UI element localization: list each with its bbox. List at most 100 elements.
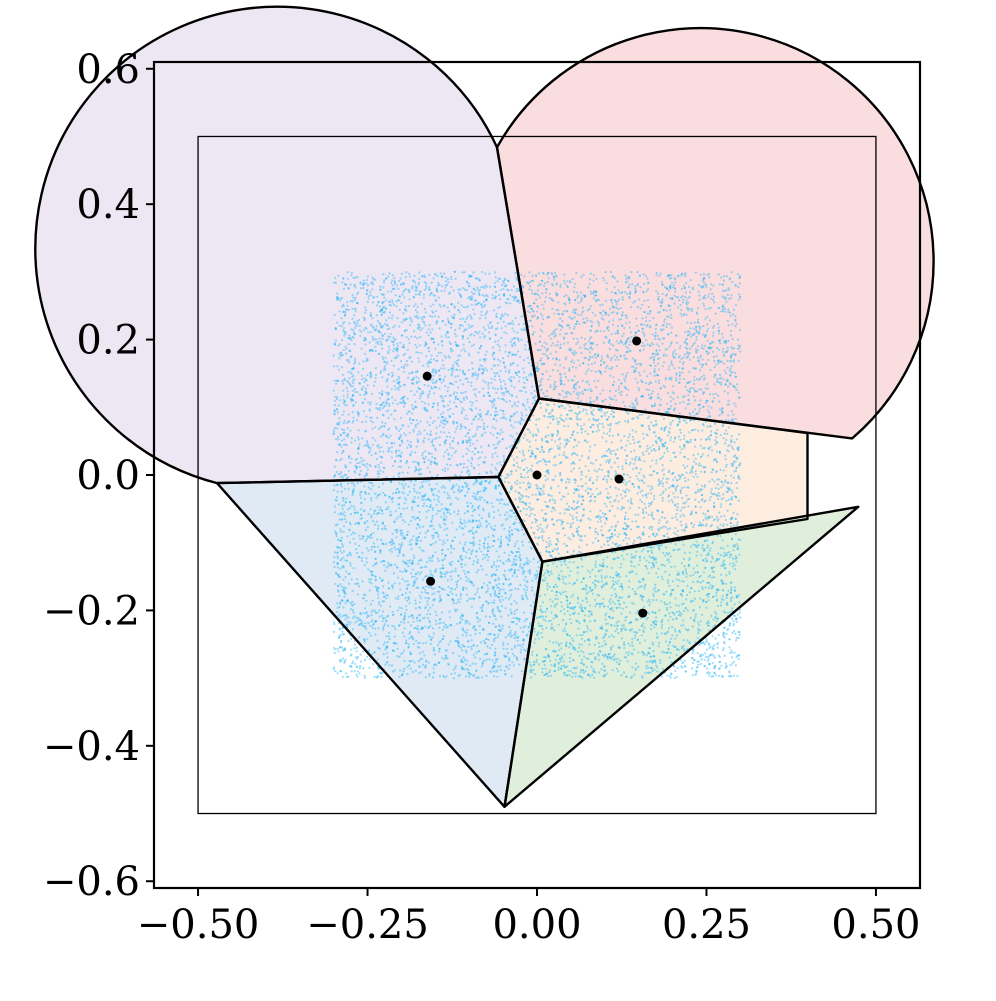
sample-point xyxy=(393,357,396,360)
sample-point xyxy=(514,527,517,530)
sample-point xyxy=(553,662,556,666)
sample-point xyxy=(503,365,506,368)
sample-point xyxy=(602,565,605,568)
sample-point xyxy=(557,540,560,543)
sample-point xyxy=(641,599,644,602)
sample-point xyxy=(441,508,444,511)
sample-point xyxy=(704,557,707,560)
sample-point xyxy=(362,385,365,388)
sample-point xyxy=(603,655,606,658)
sample-point xyxy=(408,615,411,618)
sample-point xyxy=(502,641,505,644)
sample-point xyxy=(577,301,580,304)
sample-point xyxy=(667,644,670,647)
sample-point xyxy=(411,407,414,410)
sample-point xyxy=(553,278,556,281)
sample-point xyxy=(691,674,694,677)
sample-point xyxy=(600,468,604,471)
sample-point xyxy=(728,624,731,627)
sample-point xyxy=(404,570,407,573)
sample-point xyxy=(541,377,544,380)
sample-point xyxy=(704,540,707,543)
sample-point xyxy=(596,424,599,427)
sample-point xyxy=(503,669,506,672)
sample-point xyxy=(688,295,691,298)
sample-point xyxy=(634,359,637,362)
sample-point xyxy=(540,509,544,512)
sample-point xyxy=(396,386,400,389)
sample-point xyxy=(649,357,652,360)
sample-point xyxy=(568,391,571,394)
sample-point xyxy=(547,537,551,540)
sample-point xyxy=(449,571,452,574)
sample-point xyxy=(564,630,567,633)
sample-point xyxy=(407,646,410,649)
sample-point xyxy=(530,676,533,679)
sample-point xyxy=(624,515,627,518)
sample-point xyxy=(378,352,381,355)
sample-point xyxy=(412,584,415,588)
sample-point xyxy=(432,667,435,670)
sample-point xyxy=(408,431,411,434)
sample-point xyxy=(532,531,535,535)
sample-point xyxy=(465,668,469,671)
sample-point xyxy=(709,306,712,310)
sample-point xyxy=(636,536,639,539)
sample-point xyxy=(592,423,595,426)
sample-point xyxy=(580,580,583,584)
sample-point xyxy=(428,483,431,486)
sample-point xyxy=(561,495,565,498)
sample-point xyxy=(698,521,701,524)
sample-point xyxy=(396,528,399,531)
sample-point xyxy=(435,386,438,389)
sample-point xyxy=(408,342,411,345)
sample-point xyxy=(413,580,416,583)
sample-point xyxy=(466,337,469,340)
sample-point xyxy=(367,331,370,334)
sample-point xyxy=(534,573,537,576)
sample-point xyxy=(613,461,616,464)
sample-point xyxy=(475,331,478,334)
sample-point xyxy=(637,371,641,374)
sample-point xyxy=(617,544,620,547)
sample-point xyxy=(497,596,500,599)
sample-point xyxy=(361,551,364,555)
sample-point xyxy=(462,397,465,400)
sample-point xyxy=(512,323,515,326)
sample-point xyxy=(463,512,467,515)
sample-point xyxy=(520,525,524,529)
sample-point xyxy=(549,498,552,501)
sample-point xyxy=(364,420,367,423)
sample-point xyxy=(546,564,549,567)
sample-point xyxy=(627,525,630,528)
sample-point xyxy=(680,524,683,527)
sample-point xyxy=(491,453,494,456)
sample-point xyxy=(568,646,571,649)
sample-point xyxy=(523,570,526,574)
sample-point xyxy=(389,304,393,307)
sample-point xyxy=(510,603,513,606)
sample-point xyxy=(499,669,502,672)
sample-point xyxy=(653,497,656,500)
sample-point xyxy=(414,400,417,403)
sample-point xyxy=(397,472,400,476)
sample-point xyxy=(710,430,713,433)
sample-point xyxy=(634,291,637,294)
sample-point xyxy=(635,592,638,596)
sample-point xyxy=(334,551,337,554)
sample-point xyxy=(406,580,409,583)
sample-point xyxy=(478,632,481,635)
sample-point xyxy=(494,271,497,274)
sample-point xyxy=(472,271,475,274)
sample-point xyxy=(441,339,444,342)
sample-point xyxy=(413,274,416,277)
sample-point xyxy=(369,419,372,423)
sample-point xyxy=(386,385,389,388)
sample-point xyxy=(352,331,356,334)
sample-point xyxy=(604,576,607,579)
sample-point xyxy=(653,623,656,626)
sample-point xyxy=(477,332,480,335)
sample-point xyxy=(657,545,660,548)
sample-point xyxy=(471,495,475,498)
sample-point xyxy=(613,286,616,289)
